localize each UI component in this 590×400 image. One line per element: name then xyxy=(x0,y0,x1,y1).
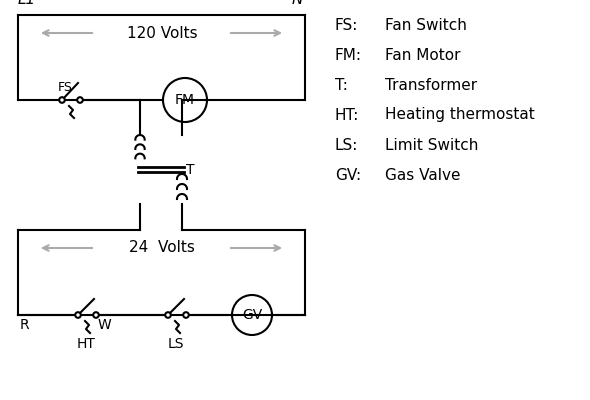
Text: Fan Motor: Fan Motor xyxy=(385,48,461,62)
Text: W: W xyxy=(98,318,112,332)
Circle shape xyxy=(77,97,83,103)
Circle shape xyxy=(75,312,81,318)
Text: Limit Switch: Limit Switch xyxy=(385,138,478,152)
Text: 24  Volts: 24 Volts xyxy=(129,240,195,256)
Text: FM:: FM: xyxy=(335,48,362,62)
Text: L1: L1 xyxy=(18,0,36,7)
Text: LS:: LS: xyxy=(335,138,358,152)
Circle shape xyxy=(59,97,65,103)
Text: GV:: GV: xyxy=(335,168,361,182)
Text: Gas Valve: Gas Valve xyxy=(385,168,461,182)
Text: LS: LS xyxy=(168,337,184,351)
Text: Heating thermostat: Heating thermostat xyxy=(385,108,535,122)
Text: R: R xyxy=(20,318,30,332)
Circle shape xyxy=(165,312,171,318)
Text: T: T xyxy=(186,162,195,176)
Circle shape xyxy=(93,312,99,318)
Text: GV: GV xyxy=(242,308,262,322)
Text: HT:: HT: xyxy=(335,108,359,122)
Text: HT: HT xyxy=(77,337,96,351)
Text: 120 Volts: 120 Volts xyxy=(127,26,197,40)
Text: Fan Switch: Fan Switch xyxy=(385,18,467,32)
Text: FM: FM xyxy=(175,93,195,107)
Circle shape xyxy=(183,312,189,318)
Text: FS:: FS: xyxy=(335,18,358,32)
Text: T:: T: xyxy=(335,78,348,92)
Text: Transformer: Transformer xyxy=(385,78,477,92)
Text: FS: FS xyxy=(58,81,73,94)
Text: N: N xyxy=(291,0,303,7)
